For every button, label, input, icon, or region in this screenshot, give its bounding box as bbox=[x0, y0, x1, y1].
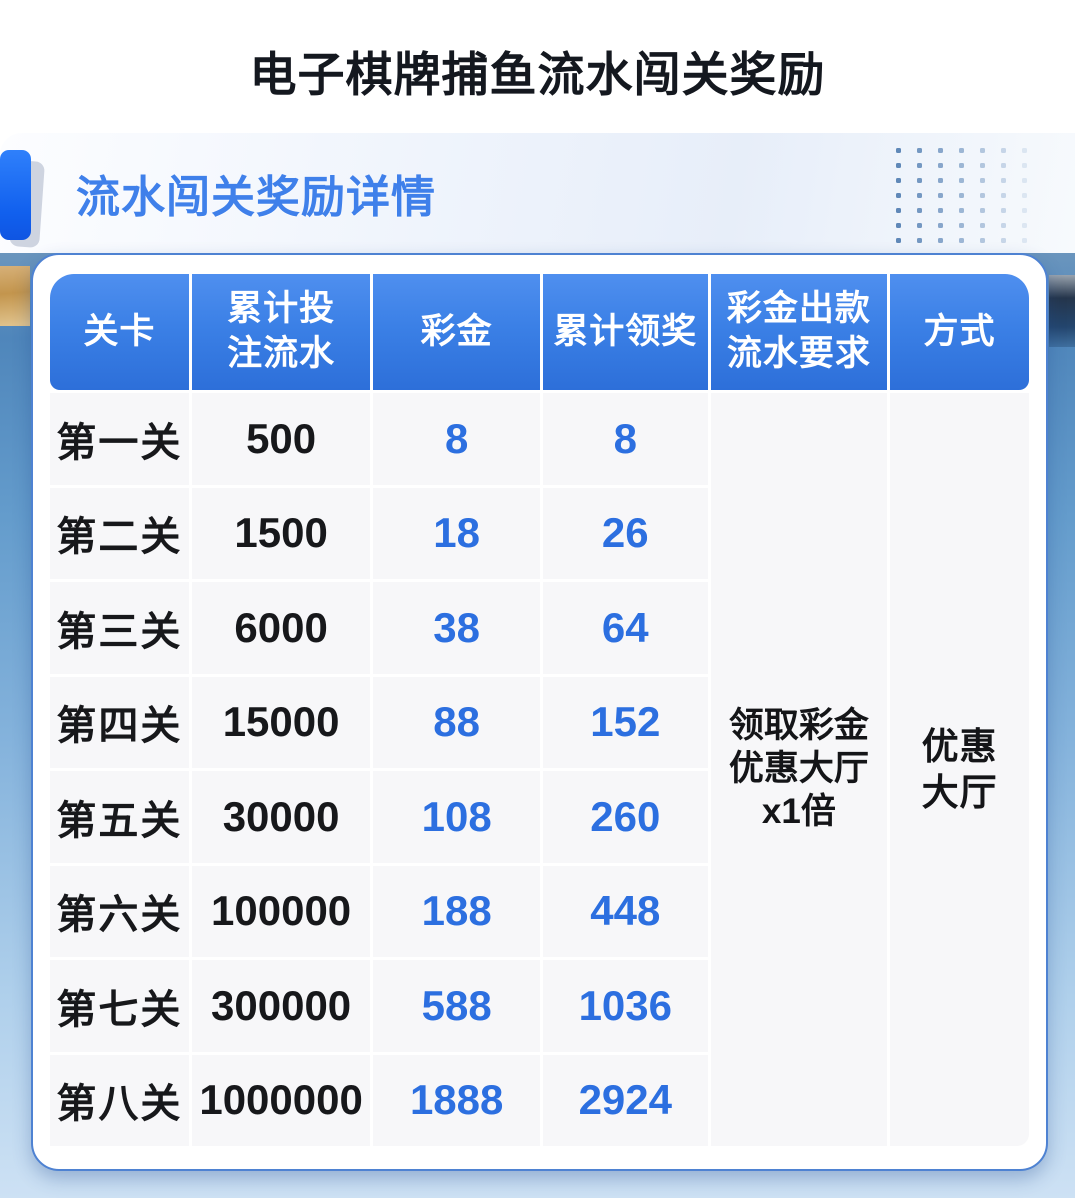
cell-turnover: 30000 bbox=[191, 771, 371, 863]
cell-cumulative: 152 bbox=[542, 676, 708, 768]
section-title: 流水闯关奖励详情 bbox=[76, 173, 436, 222]
cell-bonus: 1888 bbox=[373, 1054, 540, 1146]
dot bbox=[896, 163, 901, 168]
dot bbox=[896, 148, 901, 153]
dot bbox=[1022, 223, 1027, 228]
rewards-table: 关卡 累计投 注流水 彩金 累计领奖 彩金出款 流水要求 方式 领取彩金 优惠大… bbox=[50, 274, 1029, 1146]
dot bbox=[938, 163, 943, 168]
dot bbox=[896, 223, 901, 228]
cell-level: 第六关 bbox=[50, 865, 189, 957]
cell-level: 第二关 bbox=[50, 487, 189, 579]
background-beige-patch bbox=[0, 266, 30, 326]
cell-level: 第四关 bbox=[50, 676, 189, 768]
dot bbox=[980, 148, 985, 153]
dot bbox=[959, 193, 964, 198]
dot bbox=[938, 208, 943, 213]
dot bbox=[1001, 193, 1006, 198]
dot bbox=[1022, 208, 1027, 213]
cell-cumulative: 1036 bbox=[542, 960, 708, 1052]
dot bbox=[959, 208, 964, 213]
dot bbox=[1022, 193, 1027, 198]
dot bbox=[896, 178, 901, 183]
cell-turnover: 1000000 bbox=[191, 1054, 371, 1146]
dot bbox=[959, 223, 964, 228]
cell-bonus: 108 bbox=[373, 771, 540, 863]
column-header-method: 方式 bbox=[890, 274, 1029, 390]
dot bbox=[938, 238, 943, 243]
cell-turnover: 500 bbox=[191, 393, 371, 485]
column-header-requirement: 彩金出款 流水要求 bbox=[710, 274, 888, 390]
column-header-level: 关卡 bbox=[50, 274, 189, 390]
dot bbox=[917, 223, 922, 228]
rewards-card: 关卡 累计投 注流水 彩金 累计领奖 彩金出款 流水要求 方式 领取彩金 优惠大… bbox=[31, 253, 1048, 1171]
dot bbox=[959, 163, 964, 168]
section-header: 流水闯关奖励详情 bbox=[0, 133, 1075, 253]
dot bbox=[980, 163, 985, 168]
dot bbox=[959, 178, 964, 183]
dot bbox=[980, 223, 985, 228]
dot bbox=[896, 238, 901, 243]
cell-bonus: 88 bbox=[373, 676, 540, 768]
cell-turnover: 300000 bbox=[191, 960, 371, 1052]
cell-bonus: 38 bbox=[373, 582, 540, 674]
cell-bonus: 18 bbox=[373, 487, 540, 579]
dot bbox=[980, 193, 985, 198]
cell-cumulative: 64 bbox=[542, 582, 708, 674]
cell-level: 第五关 bbox=[50, 771, 189, 863]
column-header-turnover: 累计投 注流水 bbox=[191, 274, 371, 390]
dot bbox=[1022, 148, 1027, 153]
dot bbox=[1001, 208, 1006, 213]
dot bbox=[980, 178, 985, 183]
merged-cell-method: 优惠 大厅 bbox=[890, 393, 1029, 1146]
dot bbox=[917, 208, 922, 213]
dot bbox=[917, 238, 922, 243]
cell-bonus: 8 bbox=[373, 393, 540, 485]
dot bbox=[1001, 163, 1006, 168]
cell-turnover: 1500 bbox=[191, 487, 371, 579]
section-tab-accent bbox=[0, 150, 31, 240]
cell-bonus: 588 bbox=[373, 960, 540, 1052]
dot bbox=[917, 193, 922, 198]
dot bbox=[959, 148, 964, 153]
dot bbox=[917, 148, 922, 153]
cell-turnover: 15000 bbox=[191, 676, 371, 768]
cell-turnover: 100000 bbox=[191, 865, 371, 957]
dot bbox=[896, 208, 901, 213]
cell-level: 第三关 bbox=[50, 582, 189, 674]
merged-cell-requirement: 领取彩金 优惠大厅 x1倍 bbox=[710, 393, 888, 1146]
cell-cumulative: 26 bbox=[542, 487, 708, 579]
page-title: 电子棋牌捕鱼流水闯关奖励 bbox=[249, 48, 826, 101]
dot bbox=[1001, 223, 1006, 228]
cell-level: 第七关 bbox=[50, 960, 189, 1052]
dot bbox=[917, 163, 922, 168]
dot bbox=[1001, 238, 1006, 243]
cell-level: 第一关 bbox=[50, 393, 189, 485]
cell-cumulative: 8 bbox=[542, 393, 708, 485]
cell-cumulative: 448 bbox=[542, 865, 708, 957]
dot bbox=[938, 193, 943, 198]
dot bbox=[959, 238, 964, 243]
dot-grid-decoration bbox=[896, 148, 1027, 243]
dot bbox=[1022, 163, 1027, 168]
cell-turnover: 6000 bbox=[191, 582, 371, 674]
dot bbox=[1022, 238, 1027, 243]
cell-level: 第八关 bbox=[50, 1054, 189, 1146]
dot bbox=[896, 193, 901, 198]
dot bbox=[1001, 178, 1006, 183]
column-header-cumulative: 累计领奖 bbox=[542, 274, 708, 390]
dot bbox=[938, 148, 943, 153]
dot bbox=[980, 208, 985, 213]
cell-bonus: 188 bbox=[373, 865, 540, 957]
cell-cumulative: 260 bbox=[542, 771, 708, 863]
column-header-bonus: 彩金 bbox=[373, 274, 540, 390]
dot bbox=[917, 178, 922, 183]
dot bbox=[938, 223, 943, 228]
dot bbox=[1001, 148, 1006, 153]
dot bbox=[1022, 178, 1027, 183]
dot bbox=[980, 238, 985, 243]
dot bbox=[938, 178, 943, 183]
background-dark-patch bbox=[1049, 275, 1075, 347]
cell-cumulative: 2924 bbox=[542, 1054, 708, 1146]
